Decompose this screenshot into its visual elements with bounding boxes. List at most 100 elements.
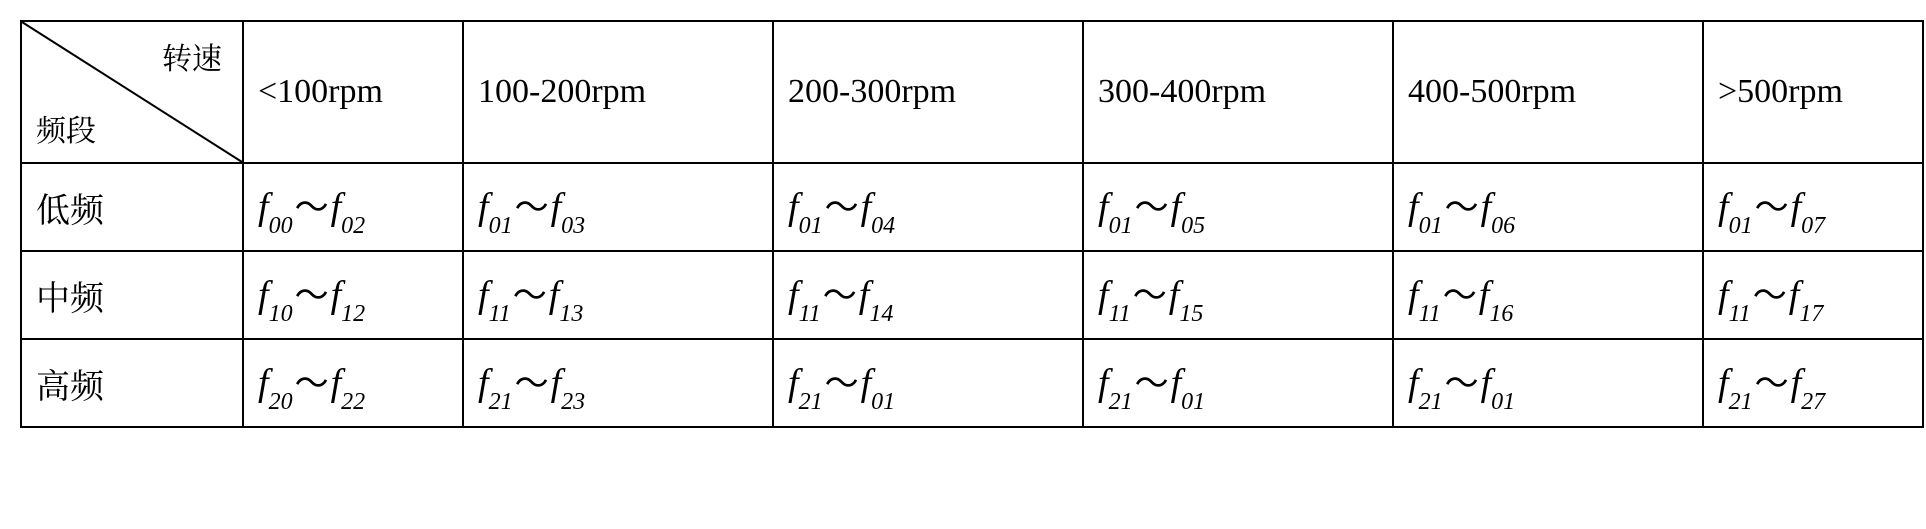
freq-cell: f01～f06: [1393, 163, 1703, 251]
fsub: 13: [559, 301, 583, 327]
fsub: 01: [799, 213, 823, 239]
fvar: f: [1481, 186, 1492, 228]
col-header-text: 400-500rpm: [1408, 73, 1576, 110]
fsub: 12: [341, 301, 365, 327]
row-label: 高频: [21, 339, 243, 427]
fsub: 21: [489, 389, 513, 415]
fsub: 11: [1729, 301, 1751, 327]
freq-cell: f11～f14: [773, 251, 1083, 339]
range-sep: ～: [1753, 190, 1791, 227]
fvar: f: [549, 274, 560, 316]
fsub: 01: [1109, 213, 1133, 239]
fsub: 22: [341, 389, 365, 415]
fsub: 21: [1729, 389, 1753, 415]
freq-cell: f11～f15: [1083, 251, 1393, 339]
range-sep: ～: [511, 278, 549, 315]
fsub: 16: [1489, 301, 1513, 327]
freq-speed-table: 转速 频段 <100rpm 100-200rpm 200-300rpm 300-…: [20, 20, 1924, 428]
fvar: f: [478, 362, 489, 404]
fvar: f: [1098, 362, 1109, 404]
fvar: f: [331, 274, 342, 316]
fsub: 21: [799, 389, 823, 415]
fvar: f: [861, 362, 872, 404]
fsub: 07: [1801, 213, 1825, 239]
fsub: 10: [269, 301, 293, 327]
fvar: f: [478, 274, 489, 316]
range-sep: ～: [293, 278, 331, 315]
row-axis-label: 频段: [36, 106, 96, 150]
fvar: f: [1408, 186, 1419, 228]
col-header-text: >500rpm: [1718, 73, 1843, 110]
range-sep: ～: [293, 190, 331, 227]
col-header: 200-300rpm: [773, 21, 1083, 163]
fvar: f: [1791, 186, 1802, 228]
freq-cell: f00～f02: [243, 163, 463, 251]
range-sep: ～: [823, 366, 861, 403]
row-label: 低频: [21, 163, 243, 251]
freq-cell: f10～f12: [243, 251, 463, 339]
fsub: 01: [871, 389, 895, 415]
freq-cell: f21～f23: [463, 339, 773, 427]
freq-cell: f01～f04: [773, 163, 1083, 251]
fvar: f: [551, 362, 562, 404]
range-sep: ～: [1133, 366, 1171, 403]
fsub: 20: [269, 389, 293, 415]
freq-cell: f11～f16: [1393, 251, 1703, 339]
fvar: f: [1098, 274, 1109, 316]
fsub: 27: [1801, 389, 1825, 415]
fvar: f: [331, 362, 342, 404]
col-header-text: 300-400rpm: [1098, 73, 1266, 110]
col-header-text: 200-300rpm: [788, 73, 956, 110]
freq-cell: f11～f17: [1703, 251, 1923, 339]
col-header: 300-400rpm: [1083, 21, 1393, 163]
range-sep: ～: [513, 366, 551, 403]
freq-cell: f21～f27: [1703, 339, 1923, 427]
col-axis-label: 转速: [162, 34, 222, 78]
fvar: f: [331, 186, 342, 228]
fsub: 21: [1109, 389, 1133, 415]
col-header: <100rpm: [243, 21, 463, 163]
fvar: f: [788, 362, 799, 404]
range-sep: ～: [1443, 366, 1481, 403]
table-row: 高频 f20～f22 f21～f23 f21～f01 f21～f01 f21～f…: [21, 339, 1923, 427]
fvar: f: [258, 186, 269, 228]
fsub: 03: [561, 213, 585, 239]
fvar: f: [1718, 274, 1729, 316]
fvar: f: [1791, 362, 1802, 404]
fvar: f: [1718, 362, 1729, 404]
fvar: f: [1408, 362, 1419, 404]
fvar: f: [1169, 274, 1180, 316]
fvar: f: [1408, 274, 1419, 316]
range-sep: ～: [513, 190, 551, 227]
col-header: >500rpm: [1703, 21, 1923, 163]
fsub: 01: [489, 213, 513, 239]
range-sep: ～: [1751, 278, 1789, 315]
fvar: f: [861, 186, 872, 228]
diagonal-header-cell: 转速 频段: [21, 21, 243, 163]
fsub: 15: [1179, 301, 1203, 327]
freq-cell: f21～f01: [773, 339, 1083, 427]
fvar: f: [859, 274, 870, 316]
fvar: f: [1481, 362, 1492, 404]
range-sep: ～: [1131, 278, 1169, 315]
col-header-text: <100rpm: [258, 73, 383, 110]
range-sep: ～: [1441, 278, 1479, 315]
fsub: 11: [1419, 301, 1441, 327]
range-sep: ～: [1443, 190, 1481, 227]
fsub: 05: [1181, 213, 1205, 239]
col-header: 100-200rpm: [463, 21, 773, 163]
fsub: 02: [341, 213, 365, 239]
fvar: f: [1171, 186, 1182, 228]
freq-cell: f01～f05: [1083, 163, 1393, 251]
fsub: 21: [1419, 389, 1443, 415]
freq-cell: f11～f13: [463, 251, 773, 339]
range-sep: ～: [823, 190, 861, 227]
freq-cell: f20～f22: [243, 339, 463, 427]
fsub: 04: [871, 213, 895, 239]
fsub: 01: [1419, 213, 1443, 239]
fsub: 14: [869, 301, 893, 327]
fsub: 11: [1109, 301, 1131, 327]
fsub: 11: [489, 301, 511, 327]
fvar: f: [551, 186, 562, 228]
col-header-text: 100-200rpm: [478, 73, 646, 110]
